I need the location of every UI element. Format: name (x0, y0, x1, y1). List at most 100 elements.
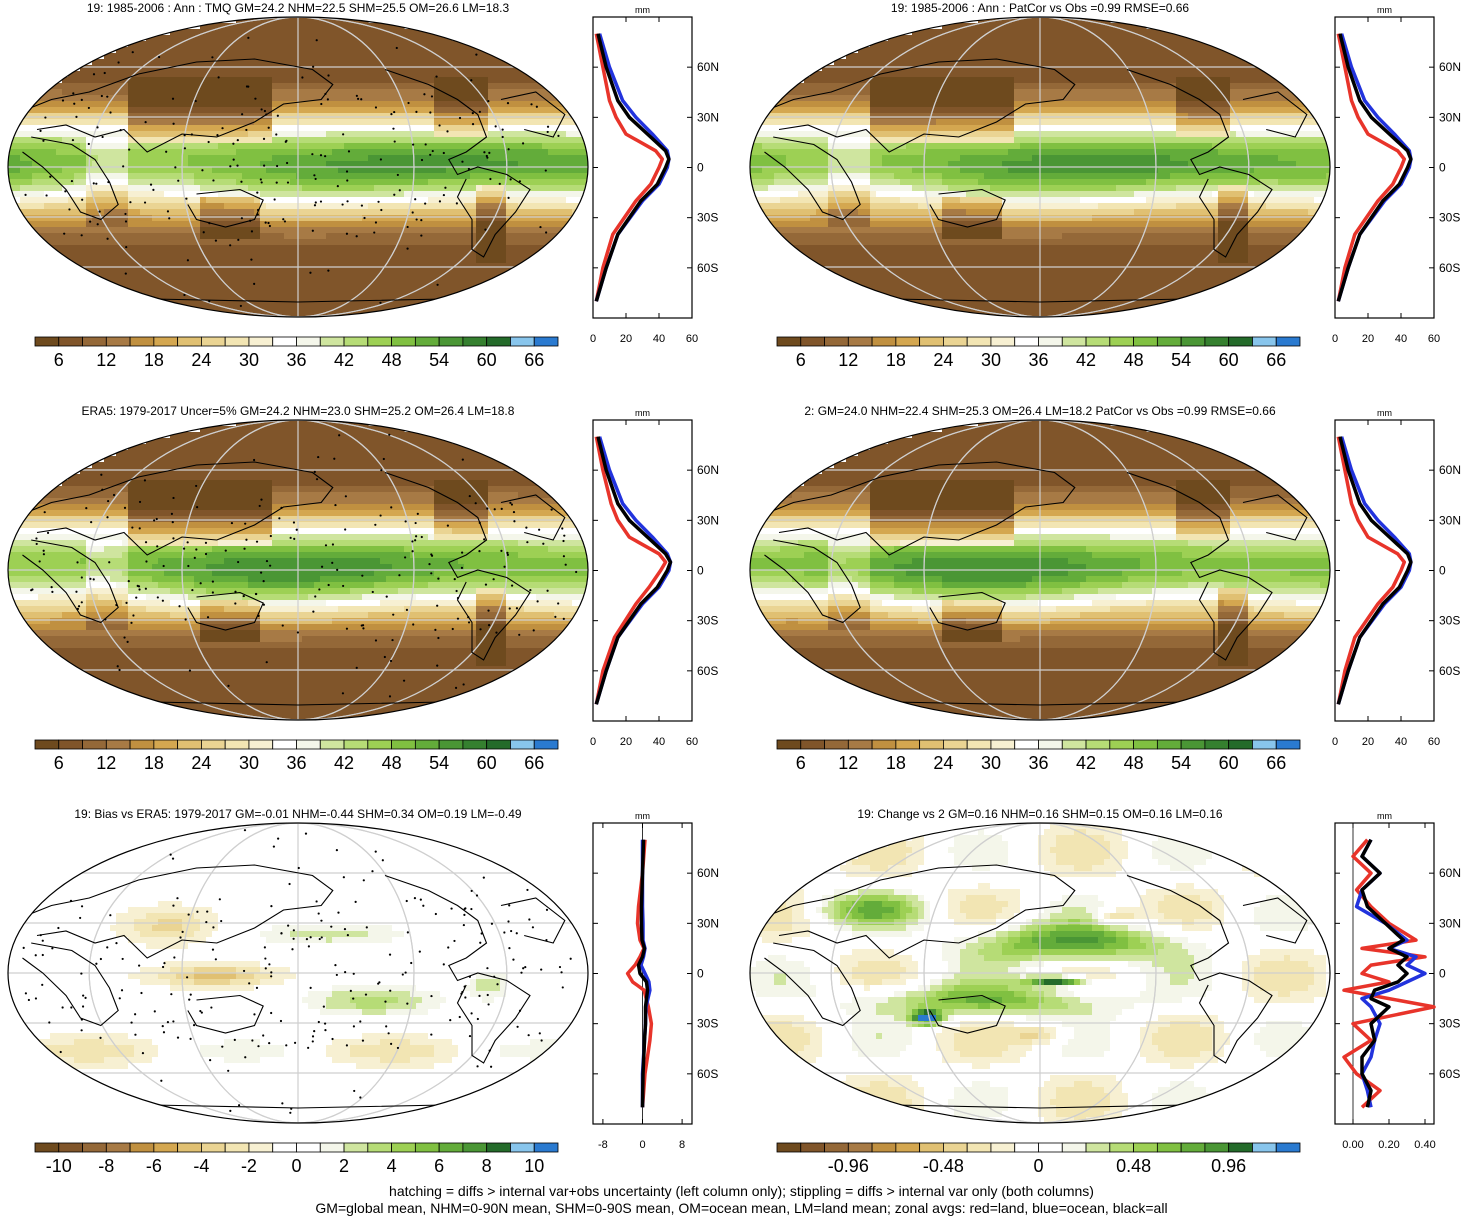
colorbar-swatch (439, 740, 463, 749)
colorbar-swatch (1181, 740, 1205, 749)
colorbar-swatch (130, 337, 154, 346)
profile-unit: mm (1377, 408, 1392, 418)
colorbar-swatch (967, 1143, 991, 1152)
colorbar-label: 6 (54, 753, 64, 773)
colorbar-swatch (1110, 337, 1134, 346)
colorbar-swatch (1229, 337, 1253, 346)
colorbar-swatch (415, 1143, 439, 1152)
colorbar-swatch (415, 337, 439, 346)
colorbar-label: 66 (1266, 350, 1286, 370)
colorbar-label: 0 (1033, 1156, 1043, 1176)
lat-tick-label: 60S (1439, 664, 1460, 678)
colorbar-swatch (225, 337, 249, 346)
colorbar-swatch (1134, 337, 1158, 346)
colorbar-label: 0 (291, 1156, 301, 1176)
panel-model-19: 19: 1985-2006 : Ann : TMQ GM=24.2 NHM=22… (0, 0, 741, 400)
colorbar-swatch (1015, 1143, 1039, 1152)
lat-tick-label: 60S (697, 261, 718, 275)
colorbar-swatch (297, 1143, 321, 1152)
colorbar-swatch (249, 1143, 273, 1152)
colorbar-label: 42 (1076, 753, 1096, 773)
colorbar-swatch (991, 740, 1015, 749)
colorbar-label: 66 (524, 753, 544, 773)
colorbar-label: -4 (193, 1156, 209, 1176)
colorbar-swatch (83, 1143, 107, 1152)
profile-tick-label: 0.00 (1342, 1139, 1363, 1151)
colorbar-label: 6 (796, 350, 806, 370)
colorbar-label: 0.48 (1116, 1156, 1151, 1176)
colorbar-swatch (154, 740, 178, 749)
lat-tick-label: 30N (697, 110, 719, 124)
colorbar-swatch (344, 740, 368, 749)
colorbar-label: 54 (1171, 350, 1191, 370)
panel-change: 19: Change vs 2 GM=0.16 NHM=0.16 SHM=0.1… (742, 806, 1483, 1206)
colorbar-swatch (777, 337, 801, 346)
colorbar-label: 48 (382, 350, 402, 370)
profile-unit: mm (635, 5, 650, 15)
lat-tick-label: 30N (1439, 110, 1461, 124)
colorbar-swatch (368, 1143, 392, 1152)
colorbar-label: -0.96 (828, 1156, 869, 1176)
profile-tick-label: 8 (679, 1139, 685, 1151)
colorbar-label: 12 (96, 350, 116, 370)
colorbar-swatch (1134, 740, 1158, 749)
lat-tick-label: 60S (1439, 1067, 1460, 1081)
colorbar-swatch (1086, 337, 1110, 346)
map (750, 420, 1333, 721)
colorbar-swatch (1110, 740, 1134, 749)
profile-tick-label: 0 (1332, 736, 1338, 748)
colorbar-swatch (1039, 740, 1063, 749)
colorbar-label: 42 (334, 753, 354, 773)
colorbar-swatch (273, 740, 297, 749)
colorbar-swatch (59, 1143, 83, 1152)
map (750, 17, 1333, 318)
profile-tick-label: 0 (590, 736, 596, 748)
colorbar-swatch (1205, 740, 1229, 749)
colorbar-label: 48 (382, 753, 402, 773)
colorbar-swatch (1276, 1143, 1300, 1152)
colorbar-label: 54 (1171, 753, 1191, 773)
colorbar-swatch (368, 740, 392, 749)
colorbar-swatch (872, 1143, 896, 1152)
colorbar-swatch (1015, 740, 1039, 749)
lat-tick-label: 30S (1439, 1017, 1460, 1031)
colorbar-label: 36 (286, 350, 306, 370)
colorbar-label: 18 (144, 350, 164, 370)
colorbar-label: 18 (886, 350, 906, 370)
colorbar-swatch (439, 337, 463, 346)
map (8, 17, 591, 318)
colorbar-label: 8 (482, 1156, 492, 1176)
colorbar-swatch (991, 337, 1015, 346)
lat-tick-label: 30S (697, 1017, 718, 1031)
colorbar-swatch (896, 1143, 920, 1152)
profile-unit: mm (1377, 5, 1392, 15)
lat-tick-label: 30S (1439, 211, 1460, 225)
profile-tick-label: -8 (598, 1139, 608, 1151)
colorbar-label: 48 (1124, 753, 1144, 773)
colorbar-swatch (1229, 1143, 1253, 1152)
map (8, 420, 591, 721)
colorbar-swatch (1181, 337, 1205, 346)
lat-tick-label: 30S (697, 614, 718, 628)
colorbar-swatch (463, 337, 487, 346)
colorbar-swatch (1062, 740, 1086, 749)
colorbar-swatch (463, 1143, 487, 1152)
colorbar-label: -8 (98, 1156, 114, 1176)
lat-tick-label: 60N (697, 60, 719, 74)
colorbar-label: 54 (429, 350, 449, 370)
colorbar-swatch (249, 740, 273, 749)
colorbar-swatch (534, 337, 558, 346)
colorbar-swatch (1276, 337, 1300, 346)
profile-tick-label: 60 (1428, 333, 1440, 345)
colorbar-swatch (1181, 1143, 1205, 1152)
lat-tick-label: 0 (697, 564, 704, 578)
lat-tick-label: 30N (697, 513, 719, 527)
lat-tick-label: 60N (1439, 463, 1461, 477)
